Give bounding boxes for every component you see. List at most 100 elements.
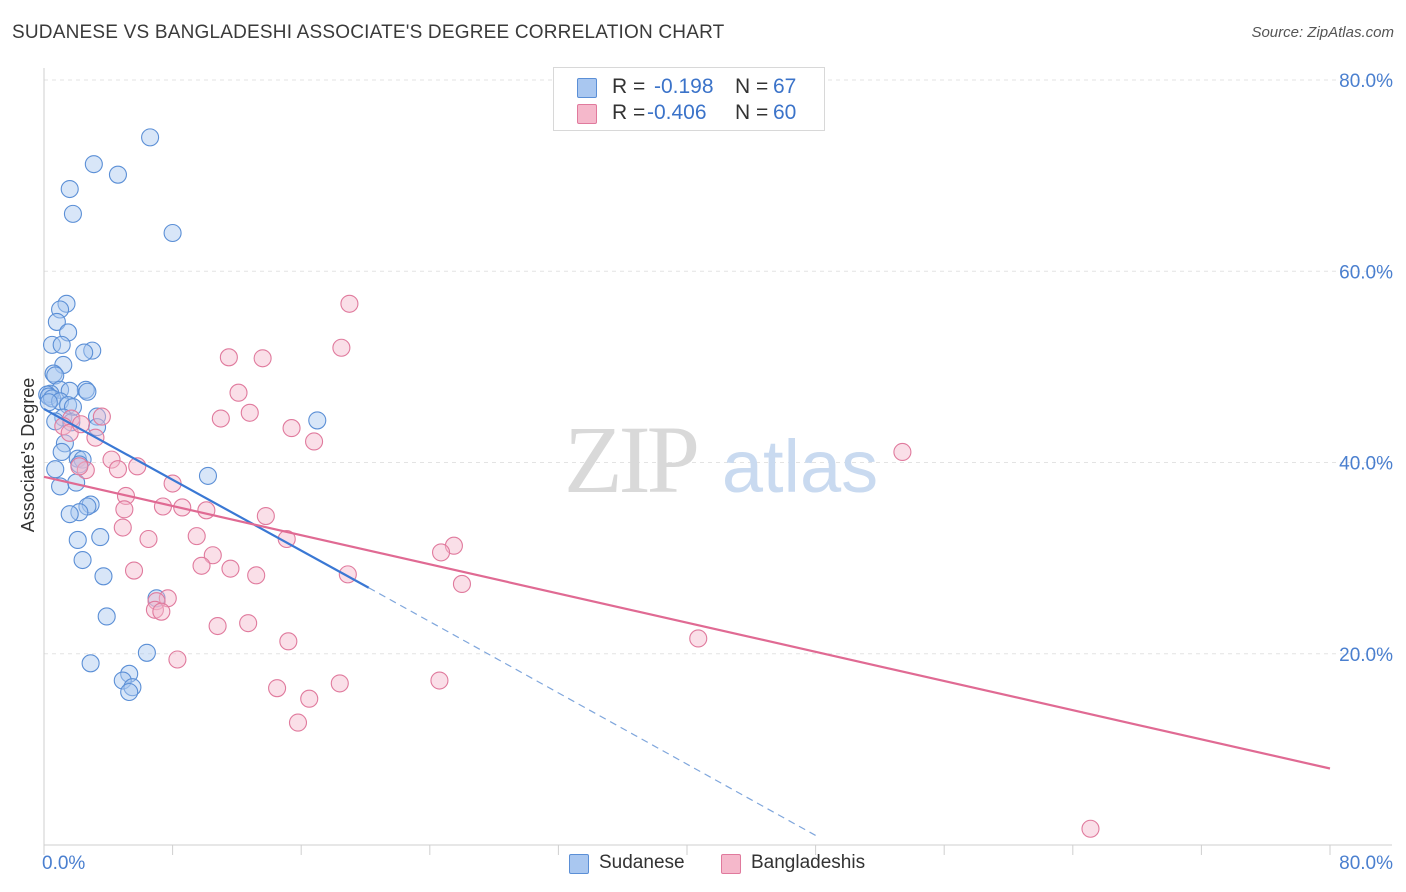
point-bangladeshis	[113, 518, 132, 537]
bangladeshis-swatch	[577, 104, 597, 124]
n-label: N =	[735, 75, 769, 98]
y-tick-label: 20.0%	[1339, 645, 1393, 666]
point-sudanese	[52, 442, 71, 462]
chart-title: SUDANESE VS BANGLADESHI ASSOCIATE'S DEGR…	[12, 22, 725, 43]
bangladeshis-swatch	[721, 854, 741, 874]
point-sudanese	[42, 335, 62, 354]
point-sudanese	[81, 654, 100, 673]
point-sudanese	[97, 607, 116, 626]
point-bangladeshis	[330, 674, 349, 693]
point-bangladeshis	[279, 632, 298, 651]
point-sudanese	[198, 466, 218, 485]
sudanese-legend-label: Sudanese	[599, 852, 685, 873]
x-tick-label-min: 0.0%	[42, 853, 85, 874]
point-bangladeshis	[430, 671, 449, 690]
point-bangladeshis	[340, 294, 359, 313]
point-sudanese	[163, 223, 182, 243]
y-tick-label: 60.0%	[1339, 262, 1393, 283]
point-bangladeshis	[239, 614, 258, 633]
grid-lines	[44, 79, 1392, 655]
point-bangladeshis	[452, 574, 472, 593]
source-label: Source: ZipAtlas.com	[1251, 24, 1394, 41]
point-sudanese	[60, 179, 79, 199]
point-sudanese	[137, 643, 156, 662]
point-sudanese	[91, 528, 110, 547]
point-sudanese	[39, 393, 58, 412]
point-sudanese	[63, 204, 82, 223]
point-bangladeshis	[256, 506, 275, 526]
axis-labels: 20.0% 40.0% 60.0% 80.0% 0.0% 80.0% Associate's…	[18, 71, 1393, 874]
y-tick-label: 80.0%	[1339, 71, 1393, 92]
axes	[43, 68, 1392, 855]
point-bangladeshis	[145, 600, 164, 619]
point-sudanese	[39, 387, 58, 406]
bangladeshis-n-value: 60	[773, 101, 797, 124]
sudanese-r-value: -0.198	[654, 75, 714, 98]
point-bangladeshis	[332, 338, 351, 357]
point-bangladeshis	[92, 407, 111, 426]
y-axis-label: Associate's Degree	[18, 378, 38, 533]
point-bangladeshis	[152, 602, 171, 621]
point-bangladeshis	[124, 561, 144, 580]
point-sudanese	[47, 312, 66, 331]
legend-row-bangladeshis: R = -0.406 N = 60	[554, 101, 824, 127]
r-label: R =	[612, 101, 646, 124]
point-bangladeshis	[300, 689, 319, 708]
point-bangladeshis	[1081, 819, 1100, 838]
point-bangladeshis	[108, 460, 127, 479]
point-sudanese	[84, 155, 103, 174]
point-sudanese	[120, 682, 139, 702]
point-bangladeshis	[139, 529, 158, 549]
point-sudanese	[46, 460, 65, 479]
point-bangladeshis	[288, 713, 308, 732]
correlation-legend: R = -0.198 N = 67 R = -0.406 N = 60	[553, 67, 825, 131]
bangladeshis-r-value: -0.406	[647, 101, 707, 124]
point-bangladeshis	[229, 383, 248, 402]
point-bangladeshis	[432, 543, 451, 562]
watermark-atlas: atlas	[722, 425, 878, 508]
x-tick-label-max: 80.0%	[1339, 853, 1393, 874]
point-bangladeshis	[168, 650, 187, 669]
point-bangladeshis	[102, 450, 121, 469]
sudanese-swatch	[569, 854, 589, 874]
point-sudanese	[120, 664, 139, 683]
watermark: ZIP atlas	[564, 406, 878, 513]
point-sudanese	[60, 505, 79, 524]
point-bangladeshis	[219, 348, 238, 367]
data-points	[38, 128, 1100, 838]
point-bangladeshis	[70, 457, 89, 476]
point-sudanese	[73, 550, 92, 570]
bangladeshis-legend-label: Bangladeshis	[751, 852, 866, 873]
point-bangladeshis	[247, 566, 266, 585]
point-bangladeshis	[282, 419, 301, 438]
trend-line-bangladeshis	[43, 475, 1331, 770]
watermark-zip: ZIP	[564, 406, 697, 513]
point-bangladeshis	[253, 349, 272, 368]
point-bangladeshis	[689, 629, 708, 648]
point-sudanese	[308, 411, 327, 430]
point-sudanese	[87, 407, 107, 426]
point-bangladeshis	[208, 616, 227, 636]
point-bangladeshis	[893, 442, 912, 462]
r-label: R =	[612, 75, 646, 98]
trend-line-sudanese	[43, 407, 370, 589]
point-bangladeshis	[115, 500, 134, 519]
point-bangladeshis	[221, 559, 240, 578]
point-bangladeshis	[153, 497, 173, 516]
point-bangladeshis	[211, 409, 230, 428]
point-sudanese	[78, 382, 97, 401]
sudanese-swatch	[577, 78, 597, 98]
y-tick-label: 40.0%	[1339, 454, 1393, 475]
point-bangladeshis	[203, 546, 222, 565]
point-sudanese	[108, 165, 127, 184]
sudanese-n-value: 67	[773, 75, 797, 98]
point-sudanese	[113, 671, 132, 690]
point-sudanese	[94, 567, 113, 586]
point-sudanese	[123, 678, 142, 697]
point-sudanese	[141, 128, 160, 147]
point-bangladeshis	[268, 679, 287, 698]
point-sudanese	[75, 343, 94, 362]
point-sudanese	[68, 530, 87, 550]
trend-extension-sudanese	[368, 587, 816, 836]
trend-lines	[43, 407, 1331, 836]
